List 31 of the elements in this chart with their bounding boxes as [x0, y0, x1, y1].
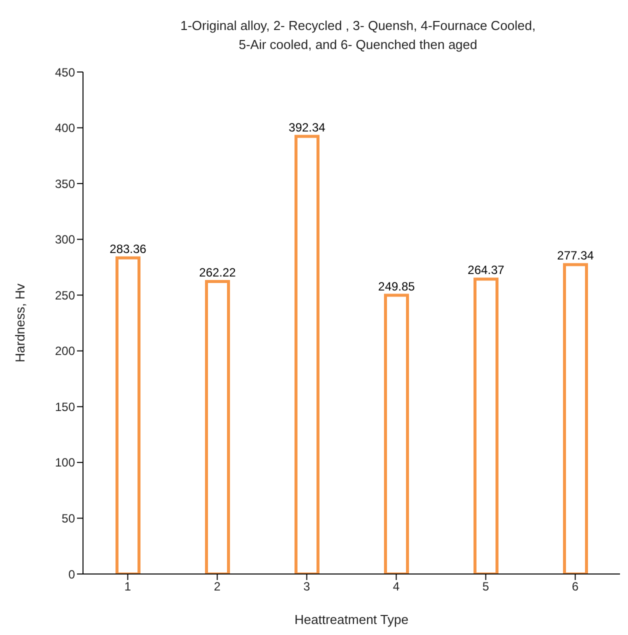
x-tick-label: 1 [124, 580, 132, 594]
bar [384, 294, 409, 574]
y-axis-title: Hardness, Hv [12, 283, 28, 362]
bar [474, 278, 498, 574]
data-label: 392.34 [288, 120, 326, 134]
y-tick-label: 350 [54, 176, 76, 191]
y-tick-label: 300 [54, 232, 76, 247]
bar [563, 263, 588, 574]
data-label: 262.22 [199, 265, 236, 280]
x-axis-title: Heattreatment Type [294, 612, 408, 627]
bar [116, 256, 140, 574]
y-tick-label: 450 [54, 65, 76, 80]
y-tick-label: 400 [54, 121, 76, 136]
x-tick-label: 4 [392, 580, 400, 594]
x-tick-label: 3 [303, 580, 310, 594]
y-tick-label: 100 [54, 456, 76, 470]
data-label: 264.37 [468, 263, 505, 278]
y-tick-label: 50 [62, 511, 76, 526]
y-tick-label: 0 [68, 567, 76, 582]
x-tick-label: 2 [214, 580, 221, 594]
x-tick-label: 5 [482, 580, 490, 594]
x-tick-label: 6 [572, 580, 579, 594]
data-label: 277.34 [557, 248, 594, 263]
y-tick-label: 250 [54, 288, 76, 302]
y-tick-label: 150 [54, 400, 76, 414]
bar [205, 280, 230, 574]
data-label: 283.36 [110, 242, 147, 256]
data-label: 249.85 [378, 279, 416, 294]
bar [294, 134, 320, 574]
chart-title: 1-Original alloy, 2- Recycled , 3- Quensh, 4-Fournace Cooled, 5-Air cooled, and 6- Quenched then aged [179, 17, 537, 54]
y-tick-label: 200 [54, 344, 76, 358]
